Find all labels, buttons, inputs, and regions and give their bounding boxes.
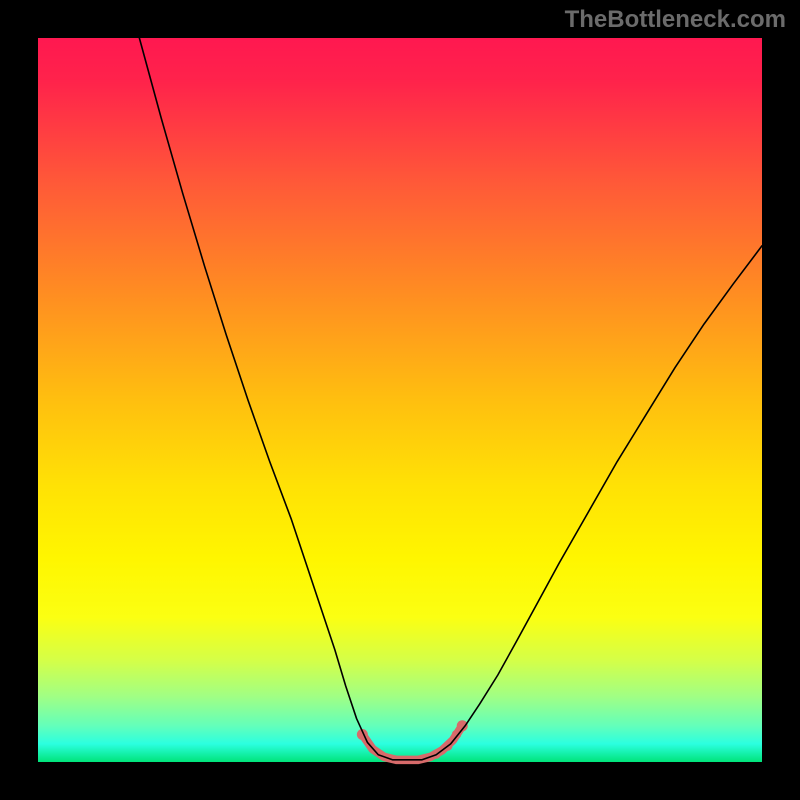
plot-area (38, 38, 762, 762)
watermark-text: TheBottleneck.com (565, 6, 786, 34)
chart-overlay (38, 38, 762, 762)
figure-canvas: TheBottleneck.com (0, 0, 800, 800)
bottleneck-curve (139, 38, 762, 760)
